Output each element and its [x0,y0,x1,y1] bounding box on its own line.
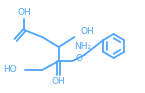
Text: OH: OH [52,77,66,86]
Text: OH: OH [18,8,31,16]
Text: OH: OH [80,27,94,36]
Text: NH₂: NH₂ [74,41,91,50]
Text: O: O [75,53,82,62]
Text: HO: HO [3,65,17,74]
